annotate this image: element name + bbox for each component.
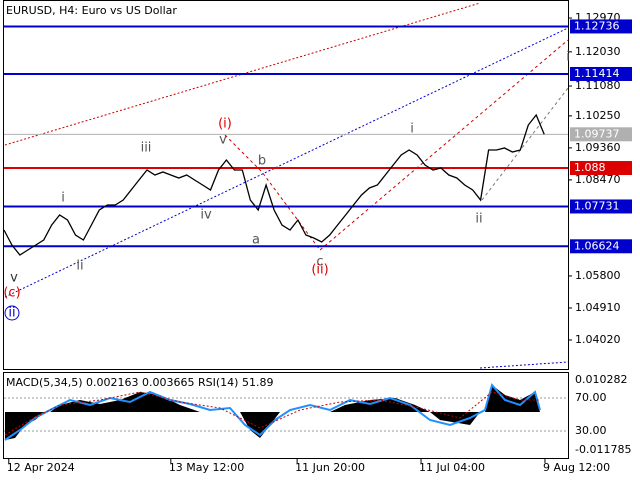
wave-label: (ii) (311, 263, 328, 278)
trend-line (319, 39, 569, 251)
wave-label: ii (8, 306, 15, 321)
level-label: 1.09737 (574, 127, 620, 140)
level-label: 1.06624 (574, 239, 620, 252)
wave-label: i (566, 50, 570, 65)
y-tick-label: 1.12030 (575, 45, 621, 58)
wave-label: a (252, 233, 260, 248)
wave-label: v (219, 133, 227, 148)
indicator-tick-label: -0.011785 (575, 443, 631, 456)
wave-label: iii (141, 141, 152, 156)
wave-label: i (410, 122, 414, 137)
level-label: 1.07731 (574, 199, 620, 212)
wave-circle (4, 305, 20, 321)
indicator-title: MACD(5,34,5) 0.002163 0.003665 RSI(14) 5… (6, 376, 273, 389)
wave-label: iv (200, 208, 212, 223)
level-badge (570, 19, 632, 34)
y-tick-label: 1.04020 (575, 333, 621, 346)
x-tick-label: 9 Aug 12:00 (543, 461, 610, 474)
y-tick-label: 1.04910 (575, 301, 621, 314)
level-label: 1.12736 (574, 19, 620, 32)
level-badge (570, 239, 632, 254)
wave-label: (c) (3, 286, 20, 301)
chart-title: EURUSD, H4: Euro vs US Dollar (6, 4, 177, 17)
wave-label: ii (76, 259, 83, 274)
level-badge (570, 127, 632, 142)
x-tick-label: 12 Apr 2024 (7, 461, 75, 474)
rsi-line (4, 382, 541, 441)
y-tick-label: 1.08470 (575, 173, 621, 186)
wave-label: c (316, 255, 323, 270)
wave-label: i (61, 191, 65, 206)
y-tick-label: 1.09360 (575, 141, 621, 154)
indicator-shapes (4, 382, 568, 441)
wave-label: (i) (218, 117, 232, 132)
x-tick-label: 11 Jul 04:00 (419, 461, 485, 474)
level-badge (570, 161, 632, 176)
level-label: 1.088 (574, 161, 606, 174)
wave-label: v (10, 271, 18, 286)
x-tick-label: 13 May 12:00 (169, 461, 244, 474)
y-tick-label: 1.05800 (575, 269, 621, 282)
trend-line (479, 361, 569, 369)
indicator-tick-label: 70.00 (575, 391, 607, 404)
price-frame (3, 0, 569, 370)
wave-label: b (258, 154, 266, 169)
x-tick-label: 11 Jun 20:00 (295, 461, 365, 474)
wave-label: ii (475, 212, 482, 227)
price-line (3, 113, 545, 256)
signal-line (4, 391, 540, 436)
indicator-tick-label: 0.010282 (575, 373, 628, 386)
indicator-frame (3, 372, 569, 459)
y-tick-label: 1.10250 (575, 109, 621, 122)
macd-histogram (5, 385, 540, 440)
level-badge (570, 199, 632, 214)
level-badge (570, 66, 632, 81)
level-label: 1.11414 (574, 67, 620, 80)
y-tick-label: 1.11080 (575, 79, 621, 92)
indicator-tick-label: 30.00 (575, 424, 607, 437)
